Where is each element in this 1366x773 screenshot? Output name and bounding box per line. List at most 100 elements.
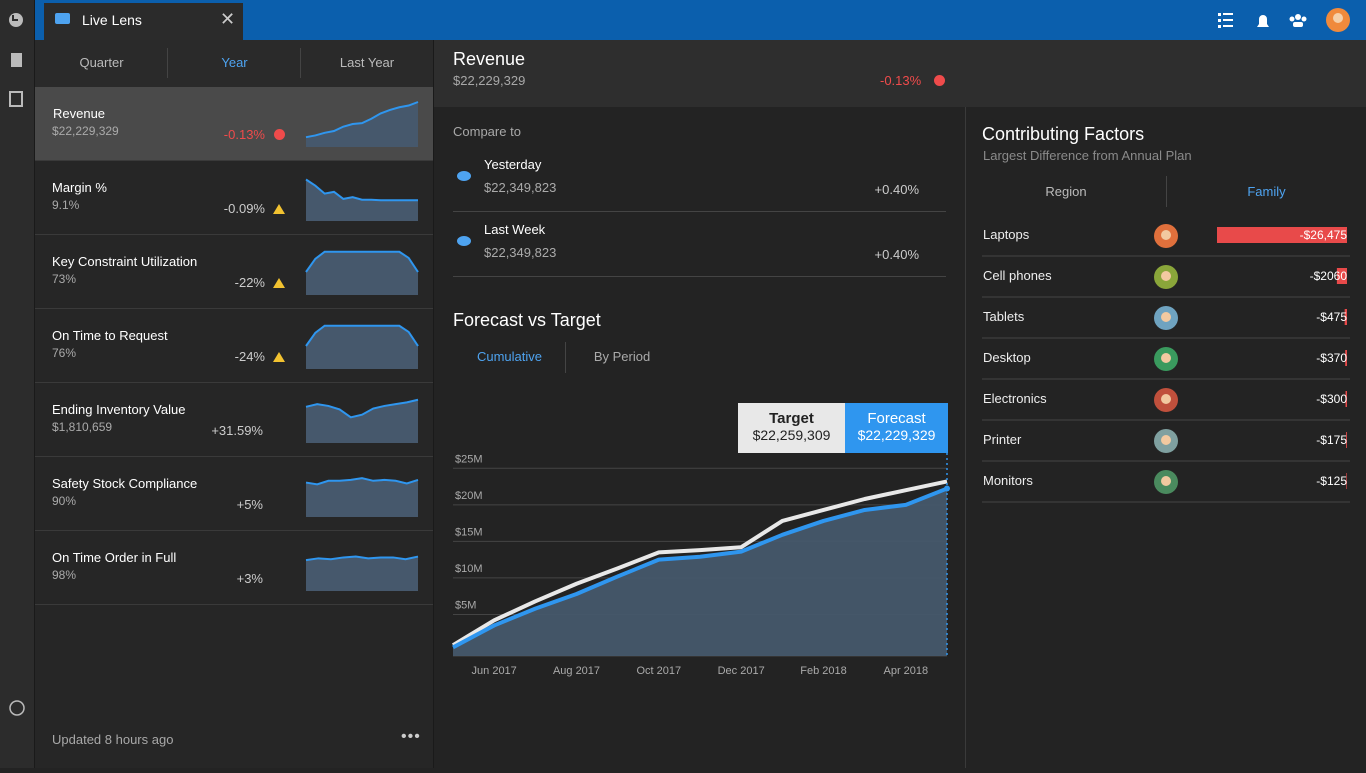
factor-bar [1336, 268, 1347, 284]
warning-icon [273, 352, 285, 362]
sparkline-line [305, 101, 419, 139]
series-line [452, 486, 948, 650]
kpi-row[interactable]: Margin % 9.1% -0.09% [35, 161, 433, 235]
kpi-name: On Time to Request [52, 328, 168, 343]
divider [965, 107, 966, 768]
cursor-dot [944, 485, 950, 492]
kpi-value: $1,810,659 [52, 420, 113, 434]
kpi-change: -0.09% [223, 201, 265, 216]
factor-value-label: -$26,475 [1300, 228, 1348, 242]
more-button[interactable]: ••• [401, 728, 421, 745]
factor-avatar-face [1161, 476, 1171, 486]
factor-name: Cell phones [983, 268, 1052, 283]
sparkline [305, 250, 419, 295]
tooltip-forecast-value: $22,229,329 [857, 427, 936, 443]
factor-avatar-face [1161, 394, 1171, 404]
factor-name: Laptops [983, 227, 1030, 242]
tooltip-forecast-label: Forecast [867, 410, 926, 427]
sparkline-line [305, 324, 419, 347]
detail-value: $22,229,329 [453, 73, 526, 88]
sparkline-line [305, 250, 419, 273]
kpi-name: Safety Stock Compliance [52, 476, 198, 491]
forecast-area [453, 488, 947, 656]
updated-text: Updated 8 hours ago [52, 732, 174, 747]
period-tab[interactable]: Last Year [339, 55, 395, 70]
kpi-row[interactable]: Revenue $22,229,329 -0.13% [35, 87, 433, 161]
factor-bar [1346, 473, 1347, 489]
forecast-tab-active[interactable]: Cumulative [476, 349, 543, 364]
comment-icon [457, 171, 471, 181]
x-tick-label: Aug 2017 [553, 665, 600, 677]
period-tabs: Quarter Year Last Year [35, 40, 433, 87]
factor-name: Tablets [983, 309, 1025, 324]
kpi-row[interactable]: Ending Inventory Value $1,810,659 +31.59% [35, 383, 433, 457]
y-tick-label: $5M [455, 599, 476, 611]
sparkline [305, 398, 419, 443]
factor-value-label: -$300 [1316, 392, 1347, 406]
tab[interactable]: Live Lens ✕ [44, 3, 243, 40]
factor-value-label: -$2060 [1310, 269, 1348, 283]
kpi-row[interactable]: On Time Order in Full 98% +3% [35, 531, 433, 605]
kpi-change: +3% [236, 571, 263, 586]
top-icons [1218, 8, 1350, 32]
document-icon[interactable] [11, 53, 22, 67]
warning-icon [273, 278, 285, 288]
kpi-change: +31.59% [211, 423, 263, 438]
kpi-value: 73% [52, 272, 77, 286]
compare-value: $22,349,823 [484, 180, 557, 195]
factor-avatar-face [1161, 271, 1171, 281]
list-icon[interactable] [1218, 13, 1233, 28]
factor-tab-active[interactable]: Family [1247, 184, 1286, 199]
kpi-value: 76% [52, 346, 77, 360]
factor-name: Desktop [983, 350, 1031, 365]
people-icon[interactable] [1289, 14, 1307, 27]
factor-name: Printer [983, 432, 1022, 447]
kpi-name: Revenue [53, 106, 106, 121]
forecast-tab[interactable]: By Period [593, 349, 651, 364]
tasks-icon[interactable] [9, 91, 23, 107]
x-tick-label: Oct 2017 [637, 665, 682, 677]
x-tick-label: Feb 2018 [800, 665, 846, 677]
factor-bar [1346, 432, 1347, 448]
factor-name: Monitors [983, 473, 1033, 488]
sparkline [305, 324, 419, 369]
warning-icon [273, 204, 285, 214]
x-tick-label: Dec 2017 [718, 665, 765, 677]
tooltip-forecast: Forecast $22,229,329 [845, 403, 948, 453]
compare-change: +0.40% [874, 247, 919, 262]
sparkline-line [305, 477, 419, 486]
period-tab[interactable]: Quarter [79, 55, 124, 70]
factor-bar [1345, 391, 1347, 407]
detail-change: -0.13% [880, 73, 922, 88]
tooltip-target: Target $22,259,309 [738, 403, 845, 453]
top-bar [35, 0, 1366, 40]
tab-close[interactable]: ✕ [220, 9, 236, 29]
y-tick-label: $15M [455, 526, 483, 538]
help-icon[interactable] [9, 700, 25, 716]
tab-icon [55, 13, 70, 24]
factors-subtitle: Largest Difference from Annual Plan [983, 148, 1192, 163]
factors-title: Contributing Factors [982, 124, 1145, 144]
sparkline-area [306, 478, 418, 517]
factor-value-label: -$125 [1316, 474, 1347, 488]
tooltip-target-value: $22,259,309 [752, 427, 831, 443]
factor-avatar-face [1161, 312, 1171, 322]
factor-bar [1345, 350, 1347, 366]
sparkline [305, 477, 419, 517]
sparkline-line [305, 398, 419, 419]
period-tab-active[interactable]: Year [221, 55, 248, 70]
y-tick-label: $10M [455, 563, 483, 575]
rail-icons [9, 13, 25, 716]
forecast-title: Forecast vs Target [453, 310, 601, 330]
kpi-change: -0.13% [223, 127, 265, 142]
kpi-row[interactable]: On Time to Request 76% -24% [35, 309, 433, 383]
factor-tab[interactable]: Region [1045, 184, 1087, 199]
sparkline-area [306, 556, 418, 591]
tooltip-target-label: Target [769, 410, 814, 427]
kpi-value: 90% [52, 494, 77, 508]
kpi-row[interactable]: Key Constraint Utilization 73% -22% [35, 235, 433, 309]
bell-icon[interactable] [1257, 15, 1269, 27]
sparkline [305, 555, 419, 591]
kpi-row[interactable]: Safety Stock Compliance 90% +5% [35, 457, 433, 531]
